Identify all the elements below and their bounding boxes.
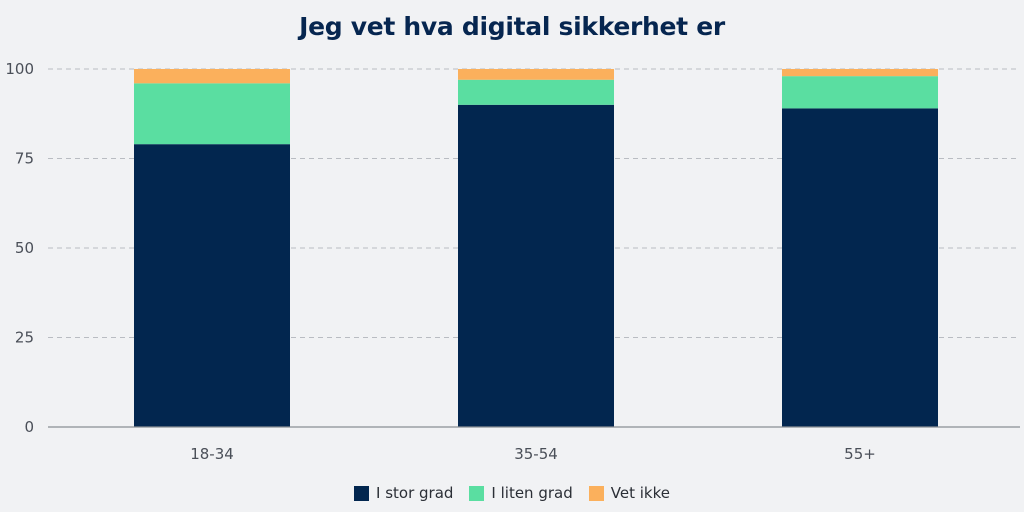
y-tick-label-1: 25 <box>15 329 34 347</box>
legend-item-2: Vet ikke <box>588 484 670 502</box>
legend: I stor grad I liten grad Vet ikke <box>0 484 1024 502</box>
legend-swatch-1 <box>469 485 485 501</box>
legend-item-0: I stor grad <box>354 484 453 502</box>
legend-item-1: I liten grad <box>469 484 573 502</box>
y-tick-label-3: 75 <box>15 150 34 168</box>
legend-label-1: I liten grad <box>491 484 573 502</box>
x-tick-label-2: 55+ <box>844 445 876 463</box>
bar-35-54-i-stor-grad <box>458 104 614 428</box>
bar-18-34-i-liten-grad <box>134 83 290 145</box>
bar-18-34-i-stor-grad <box>134 144 290 427</box>
bar-55+-i-stor-grad <box>782 108 938 427</box>
y-tick-label-0: 0 <box>24 418 34 436</box>
legend-swatch-0 <box>354 485 370 501</box>
x-tick-label-1: 35-54 <box>514 445 558 463</box>
legend-swatch-2 <box>588 485 604 501</box>
legend-label-0: I stor grad <box>376 484 454 502</box>
y-tick-label-2: 50 <box>15 239 34 257</box>
y-tick-label-4: 100 <box>5 60 34 78</box>
bar-18-34-vet-ikke <box>134 69 290 84</box>
bar-55+-vet-ikke <box>782 69 938 77</box>
x-tick-label-0: 18-34 <box>190 445 234 463</box>
bar-35-54-i-liten-grad <box>458 79 614 105</box>
bar-55+-i-liten-grad <box>782 76 938 109</box>
chart-title: Jeg vet hva digital sikkerhet er <box>299 12 725 41</box>
legend-label-2: Vet ikke <box>610 484 670 502</box>
bar-35-54-vet-ikke <box>458 69 614 80</box>
